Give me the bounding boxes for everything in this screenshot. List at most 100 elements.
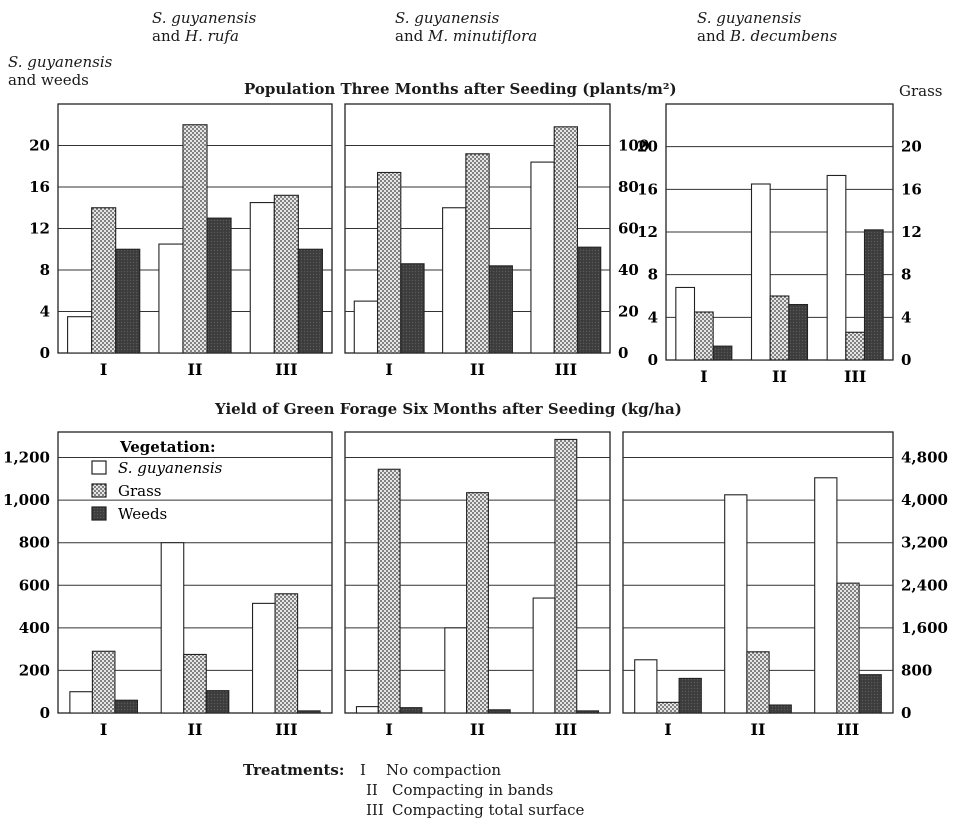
bar-weeds-I: [114, 699, 139, 714]
legend-label-sguyanensis: S. guyanensis: [118, 459, 223, 477]
treatments-key: Treatments: I No compaction II Compacting …: [243, 760, 584, 820]
bar-grass-I: [376, 171, 402, 354]
treatment-text-2: Compacting in bands: [392, 781, 554, 799]
bar-grass-II: [465, 153, 490, 354]
bar-weeds-II: [487, 709, 511, 714]
y-tick-label-right: 8: [901, 266, 911, 284]
yield-title: Yield of Green Forage Six Months after S…: [215, 400, 682, 418]
treatment-num-3: III: [366, 801, 384, 819]
bar-grass-III: [554, 438, 578, 714]
header-bdecumbens-name: B. decumbens: [729, 27, 838, 45]
legend-swatch-grass: [91, 483, 107, 498]
bar-weeds-I: [115, 248, 141, 354]
y-tick-label-right: 12: [901, 223, 922, 241]
y-tick-label: 0: [40, 344, 50, 362]
y-tick-label: 4: [40, 303, 50, 321]
bar-weeds-III: [297, 248, 323, 354]
x-tick-label: I: [700, 367, 707, 386]
y-tick-label-right: 80: [618, 178, 639, 196]
y-tick-label-right: 40: [618, 261, 639, 279]
bar-weeds-III: [576, 246, 602, 354]
bar-grass-II: [746, 651, 770, 714]
bar-sguyanensis-II: [442, 207, 467, 354]
bar-sguyanensis-II: [158, 243, 184, 354]
y-tick-label: 600: [19, 576, 50, 594]
treatment-text-1: No compaction: [385, 761, 502, 779]
y-tick-label: 8: [40, 261, 50, 279]
header-weeds-line2: and weeds: [8, 71, 89, 89]
y-tick-label: 16: [29, 178, 50, 196]
bar-sguyanensis-I: [675, 286, 696, 361]
bar-grass-II: [769, 295, 790, 361]
x-tick-label: I: [100, 360, 107, 379]
header-panel-mminutiflora: S. guyanensis and M. minutiflora: [395, 9, 537, 45]
bar-grass-III: [274, 593, 299, 714]
y-tick-label-right: 0: [901, 704, 911, 722]
y-tick-label: 20: [637, 138, 658, 156]
bar-sguyanensis-III: [814, 477, 838, 714]
bar-grass-III: [553, 126, 579, 354]
y-tick-label: 0: [648, 351, 658, 369]
y-tick-label-right: 4,800: [901, 449, 948, 467]
y-tick-label-right: 100: [618, 137, 649, 155]
header-hrufa-name: H. rufa: [184, 27, 239, 45]
x-tick-label: II: [470, 720, 485, 739]
bar-weeds-II: [488, 265, 513, 354]
y-tick-label-right: 16: [901, 180, 922, 198]
header-panel-bdecumbens: S. guyanensis and B. decumbens: [697, 9, 837, 45]
x-tick-label: I: [664, 720, 671, 739]
bar-grass-III: [845, 331, 866, 361]
y-tick-label: 1,200: [3, 449, 50, 467]
bar-sguyanensis-III: [826, 174, 847, 361]
y-tick-label-right: 1,600: [901, 619, 948, 637]
bar-weeds-I: [400, 263, 425, 354]
bar-sguyanensis-II: [160, 542, 185, 714]
x-tick-label: III: [555, 720, 577, 739]
y-tick-label-right: 0: [901, 351, 911, 369]
x-tick-label: II: [751, 720, 766, 739]
bar-grass-II: [182, 124, 208, 354]
x-tick-label: II: [772, 367, 787, 386]
header-bdecumbens-and: and: [697, 27, 730, 45]
header-panel-hrufa: S. guyanensis and H. rufa: [152, 9, 256, 45]
legend-swatch-sguyanensis: [91, 460, 107, 475]
y-tick-label: 1,000: [3, 491, 50, 509]
treatments-label: Treatments:: [243, 761, 345, 779]
y-tick-label-right: 0: [618, 344, 628, 362]
bar-weeds-I: [399, 707, 423, 714]
header-hrufa-and: and: [152, 27, 185, 45]
legend-title: Vegetation:: [119, 438, 216, 456]
y-tick-label: 12: [29, 220, 50, 238]
bar-grass-I: [91, 207, 117, 354]
legend: Vegetation: S. guyanensis Grass Weeds: [91, 438, 223, 523]
x-tick-label: I: [385, 720, 392, 739]
x-tick-label: II: [470, 360, 485, 379]
bar-weeds-I: [712, 345, 733, 361]
bar-grass-III: [836, 582, 860, 714]
x-tick-label: I: [100, 720, 107, 739]
y-tick-label-right: 60: [618, 220, 639, 238]
x-tick-label: III: [275, 360, 297, 379]
bar-weeds-III: [863, 229, 884, 361]
legend-label-weeds: Weeds: [118, 505, 167, 523]
bar-sguyanensis-III: [251, 602, 276, 714]
bar-weeds-III: [576, 710, 600, 714]
header-mminutiflora-and: and: [395, 27, 428, 45]
header-bdecumbens-line1: S. guyanensis: [697, 9, 802, 27]
y-tick-label-right: 2,400: [901, 576, 948, 594]
y-tick-label-right: 800: [901, 661, 932, 679]
bar-sguyanensis-III: [530, 161, 555, 354]
header-hrufa-line1: S. guyanensis: [152, 9, 257, 27]
x-tick-label: II: [188, 720, 203, 739]
y-tick-label: 12: [637, 223, 658, 241]
bar-grass-I: [377, 468, 401, 714]
bar-sguyanensis-I: [67, 316, 93, 354]
bar-sguyanensis-III: [249, 202, 275, 354]
bar-grass-II: [466, 492, 489, 714]
bar-weeds-III: [858, 674, 882, 714]
bar-weeds-II: [206, 217, 232, 354]
bar-grass-I: [91, 650, 116, 714]
